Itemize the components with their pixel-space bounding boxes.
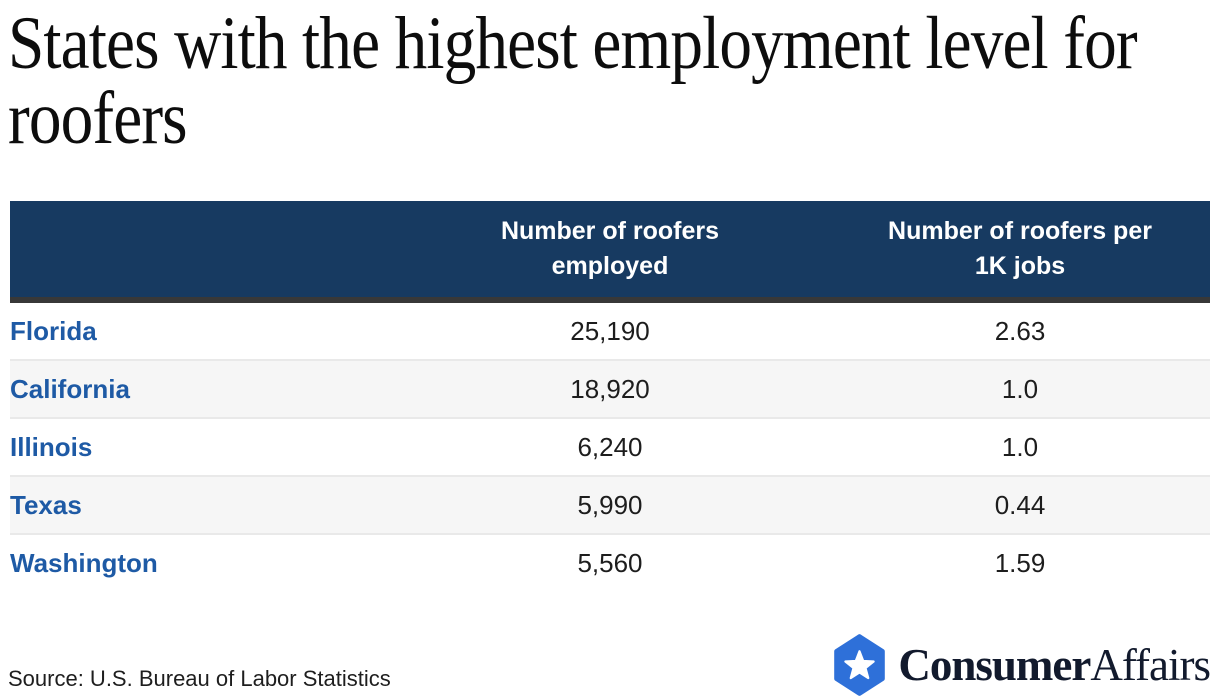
logo-text-affairs: Affairs <box>1090 640 1211 690</box>
employment-table-container: Number of roofers employed Number of roo… <box>10 201 1210 591</box>
state-link-illinois[interactable]: Illinois <box>10 418 390 477</box>
table-header-row: Number of roofers employed Number of roo… <box>10 201 1210 303</box>
star-hexagon-icon <box>834 634 886 696</box>
employed-value: 6,240 <box>390 418 830 477</box>
table-row: Florida 25,190 2.63 <box>10 300 1210 361</box>
employed-value: 5,990 <box>390 476 830 535</box>
employed-value: 25,190 <box>390 300 830 361</box>
footer: Source: U.S. Bureau of Labor Statistics … <box>8 634 1211 696</box>
table-row: Washington 5,560 1.59 <box>10 534 1210 591</box>
table-row: Texas 5,990 0.44 <box>10 476 1210 535</box>
employed-value: 18,920 <box>390 360 830 419</box>
state-link-california[interactable]: California <box>10 360 390 419</box>
logo-wordmark: ConsumerAffairs <box>898 634 1211 696</box>
per-1k-value: 1.0 <box>830 418 1210 477</box>
header-cell-employed: Number of roofers employed <box>390 201 830 303</box>
per-1k-value: 1.0 <box>830 360 1210 419</box>
consumeraffairs-logo: ConsumerAffairs <box>832 634 1211 696</box>
per-1k-value: 0.44 <box>830 476 1210 535</box>
state-link-texas[interactable]: Texas <box>10 476 390 535</box>
state-link-washington[interactable]: Washington <box>10 547 158 578</box>
per-1k-value: 2.63 <box>830 300 1210 361</box>
table-row: Illinois 6,240 1.0 <box>10 418 1210 477</box>
header-cell-per-1k: Number of roofers per 1K jobs <box>830 201 1210 303</box>
page-title: States with the highest employment level… <box>8 2 1138 160</box>
state-link-florida[interactable]: Florida <box>10 300 390 361</box>
employment-table: Number of roofers employed Number of roo… <box>10 201 1210 591</box>
table-row: California 18,920 1.0 <box>10 360 1210 419</box>
per-1k-value: 1.59 <box>994 547 1046 578</box>
logo-text-consumer: Consumer <box>898 640 1091 690</box>
header-cell-state <box>10 201 390 303</box>
employed-value: 5,560 <box>577 547 643 578</box>
source-attribution: Source: U.S. Bureau of Labor Statistics <box>8 666 391 691</box>
